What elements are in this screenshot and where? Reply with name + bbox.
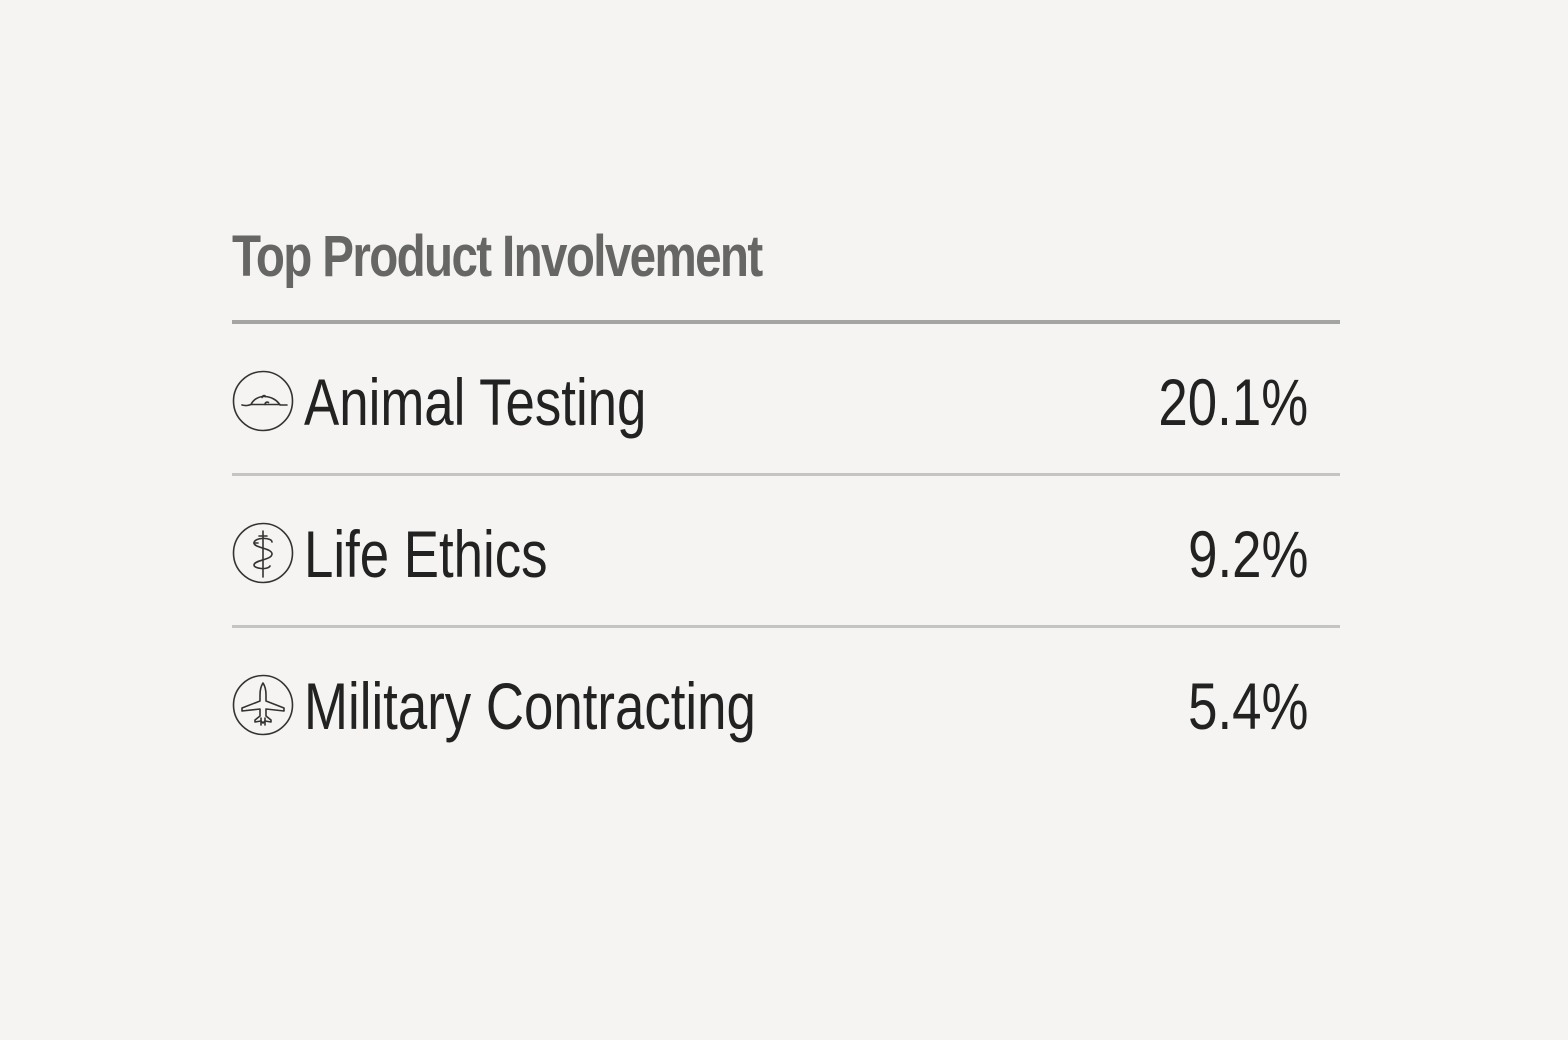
item-percentage: 5.4%	[1187, 669, 1308, 743]
caduceus-icon	[232, 522, 294, 584]
fighter-jet-icon	[232, 674, 294, 736]
title-divider	[232, 320, 1340, 324]
mouse-icon	[232, 370, 294, 432]
panel-title: Top Product Involvement	[232, 224, 763, 289]
item-percentage: 20.1%	[1158, 365, 1308, 439]
involvement-list: Animal Testing 20.1% Life Ethics 9.2%	[232, 324, 1340, 777]
item-label: Life Ethics	[304, 517, 548, 591]
list-item-animal-testing: Animal Testing 20.1%	[232, 324, 1340, 476]
list-item-military-contracting: Military Contracting 5.4%	[232, 628, 1340, 777]
item-label: Military Contracting	[304, 669, 756, 743]
list-item-life-ethics: Life Ethics 9.2%	[232, 476, 1340, 628]
item-label: Animal Testing	[304, 365, 647, 439]
item-percentage: 9.2%	[1187, 517, 1308, 591]
